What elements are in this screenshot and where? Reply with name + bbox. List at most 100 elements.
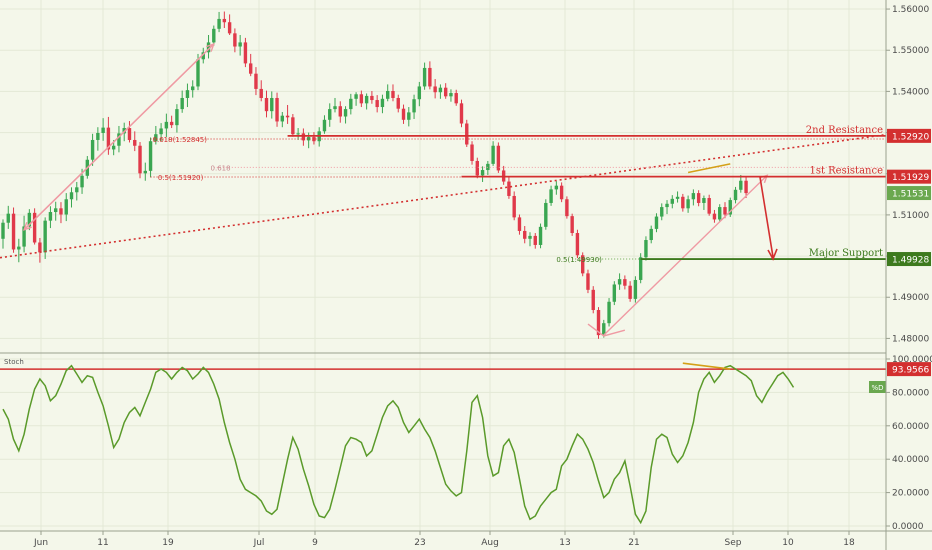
- candle: [491, 141, 495, 166]
- candle-body: [565, 199, 569, 217]
- candle-body: [449, 93, 453, 97]
- candle-body: [681, 196, 685, 209]
- candle: [248, 53, 253, 77]
- candle-body: [718, 207, 722, 220]
- candle-body: [728, 200, 732, 215]
- candle: [370, 90, 374, 104]
- price-tick-label: 1.51000: [892, 211, 929, 221]
- candle: [454, 89, 458, 106]
- candle: [48, 206, 53, 229]
- candle-body: [370, 95, 374, 101]
- candle-body: [649, 228, 653, 241]
- candle-body: [90, 139, 95, 160]
- candle-body: [148, 141, 153, 171]
- candle: [649, 225, 653, 244]
- candle-body: [180, 97, 184, 110]
- candle-body: [48, 212, 53, 221]
- candle-body: [338, 106, 342, 117]
- candle-body: [491, 145, 495, 164]
- candle-body: [496, 145, 501, 171]
- candle: [581, 252, 585, 277]
- candle: [596, 307, 601, 339]
- candle-body: [375, 100, 379, 108]
- candle-body: [401, 108, 406, 120]
- candle-body: [691, 193, 696, 200]
- time-tick-label: 11: [97, 538, 108, 548]
- candle: [69, 187, 74, 208]
- candle: [243, 37, 248, 68]
- candle: [465, 119, 469, 147]
- major-support-badge-bg: [887, 252, 931, 267]
- candle: [623, 275, 627, 290]
- candle-body: [707, 198, 711, 214]
- candle-body: [528, 235, 532, 239]
- candle-body: [264, 97, 269, 112]
- candle-body: [675, 196, 680, 199]
- candle-body: [191, 86, 195, 91]
- stoch-title: Stoch: [4, 358, 24, 366]
- candle: [159, 123, 163, 142]
- candle-body: [607, 301, 611, 324]
- candle-body: [206, 42, 211, 53]
- time-tick-label: 21: [628, 538, 639, 548]
- stoch-level-badge-text: 93.9566: [892, 366, 929, 376]
- candle-body: [602, 323, 606, 336]
- candle-body: [233, 33, 237, 47]
- candle-body: [322, 119, 327, 132]
- stoch-tick-label: 0.0000: [892, 522, 924, 532]
- fib-label-0618-short: 0.618: [211, 164, 231, 172]
- second-resistance-label: 2nd Resistance: [806, 125, 883, 136]
- candle-body: [111, 145, 116, 150]
- candle: [417, 81, 422, 107]
- first-resistance-badge: 1.51929: [887, 169, 931, 184]
- candle: [59, 202, 63, 224]
- candle-body: [259, 88, 263, 98]
- candle: [428, 61, 432, 90]
- candle: [422, 62, 427, 90]
- candle: [654, 213, 659, 233]
- candle: [206, 34, 211, 59]
- candle-body: [222, 18, 227, 23]
- candle: [702, 195, 706, 210]
- candle-body: [285, 115, 290, 118]
- candle: [201, 47, 205, 64]
- candle-body: [407, 112, 411, 120]
- divergence-line-price: [687, 163, 731, 174]
- candle-body: [644, 240, 648, 258]
- candle: [154, 125, 158, 145]
- candle: [691, 189, 696, 206]
- candle: [259, 80, 263, 102]
- candle: [459, 99, 464, 128]
- projection-arrow-head: [767, 248, 778, 261]
- candle: [280, 111, 285, 128]
- candle: [17, 238, 21, 263]
- fib-label-0618: 0.618(1.52845): [153, 136, 208, 144]
- candle: [148, 137, 153, 178]
- candle-body: [175, 109, 179, 126]
- candle: [101, 118, 105, 141]
- first-resistance-badge-bg: [887, 169, 931, 184]
- support-trendline: [0, 133, 887, 259]
- candle-body: [164, 121, 169, 129]
- candle: [712, 209, 717, 223]
- candle-body: [75, 187, 79, 193]
- time-tick-label: 23: [414, 538, 425, 548]
- candle: [143, 162, 147, 181]
- candle: [528, 232, 532, 247]
- candle-body: [27, 212, 32, 227]
- candle: [607, 298, 611, 327]
- candle-body: [143, 170, 147, 174]
- candle: [675, 191, 680, 203]
- candle-body: [354, 94, 358, 99]
- candle-body: [391, 90, 395, 98]
- candle-body: [364, 95, 369, 104]
- stoch-d-badge: %D: [869, 381, 886, 393]
- candle: [180, 90, 184, 113]
- candle-body: [617, 279, 622, 285]
- candle-body: [660, 207, 664, 217]
- candle: [480, 166, 485, 182]
- time-tick-label: 13: [559, 538, 570, 548]
- stoch-tick-label: 60.0000: [892, 422, 929, 432]
- candle-body: [628, 285, 632, 299]
